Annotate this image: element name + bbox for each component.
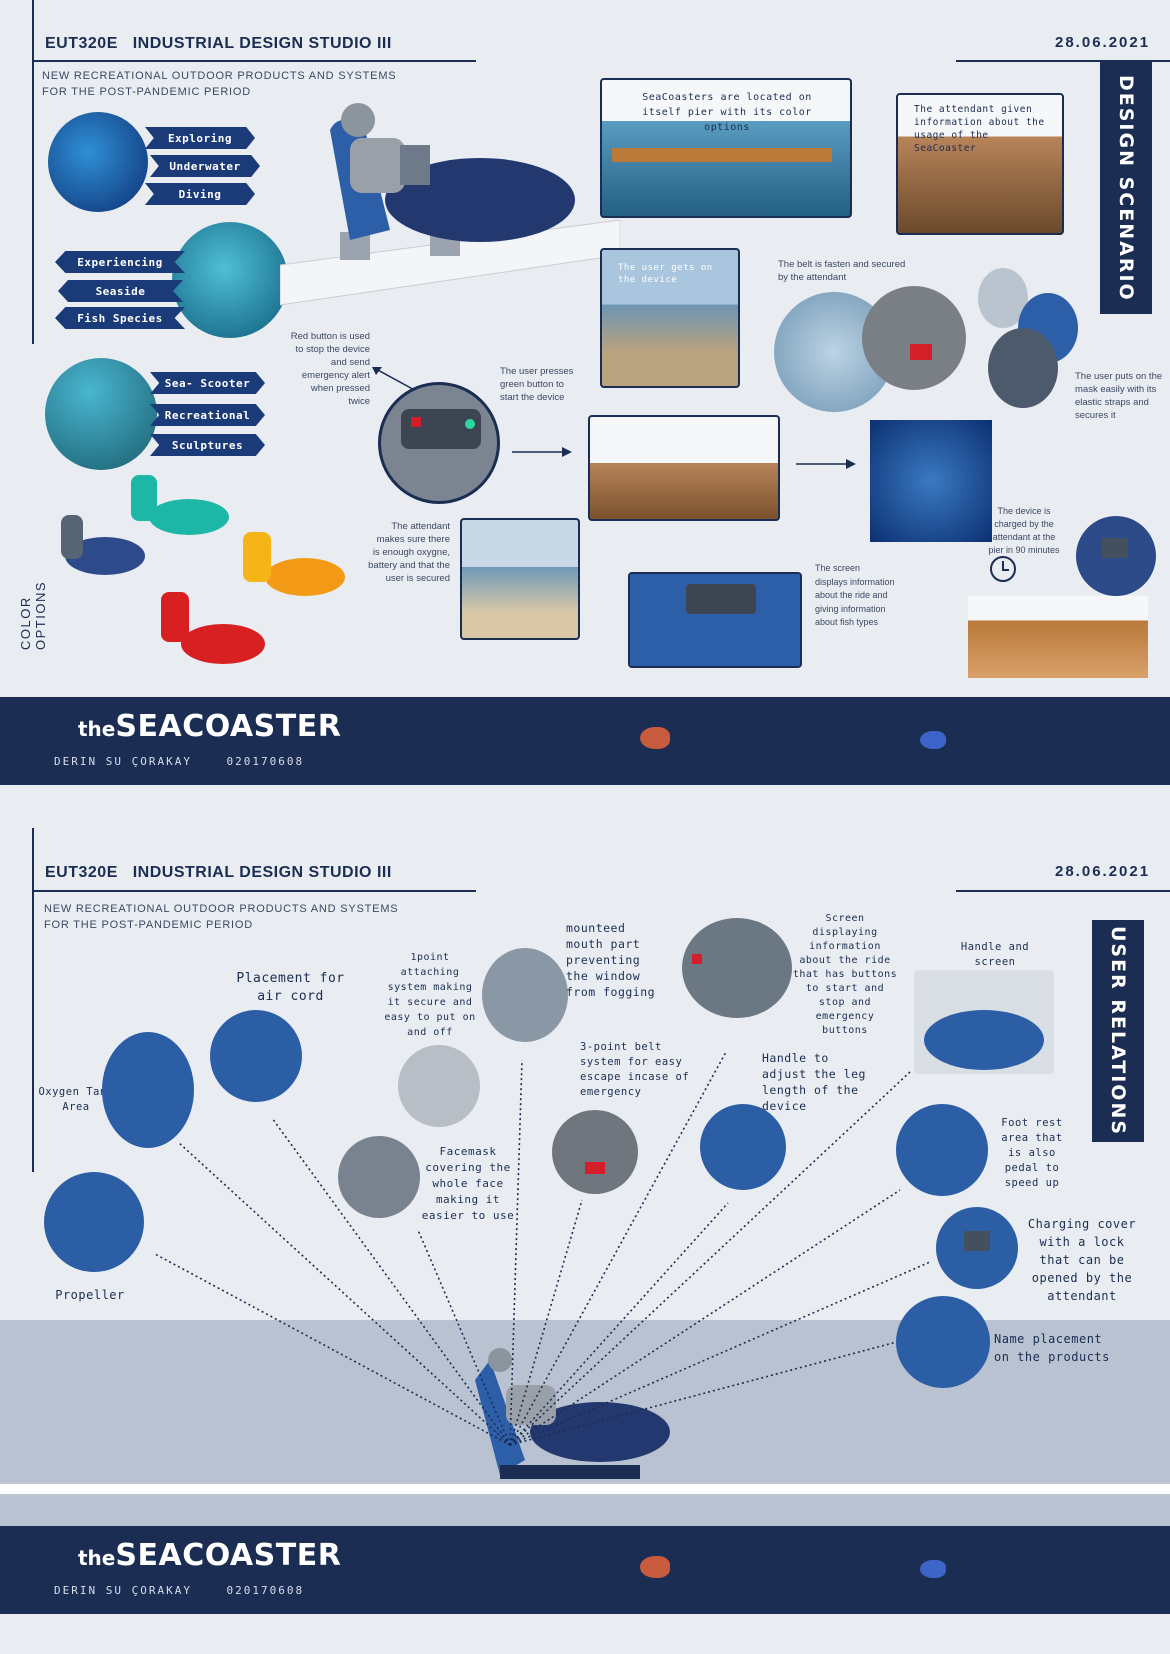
subtitle-bottom: NEW RECREATIONAL OUTDOOR PRODUCTS AND SY… [44,903,399,931]
color-option-orange[interactable] [235,528,345,608]
clock-icon [990,556,1016,582]
label-air-cord: Placement for air cord [236,971,345,1004]
note-green-button: The user presses green button to start t… [500,366,574,403]
label-belt: 3-point belt system for easy escape inca… [580,1041,690,1098]
sculptures-photo [45,358,157,470]
handle-screen-render [914,970,1054,1074]
note-belt: The belt is fasten and secured by the at… [778,259,906,283]
label-propeller: Propeller [55,1288,125,1302]
design-scenario-title: DESIGN SCENARIO [1100,62,1152,314]
label-screen: Screen displaying information about the … [792,913,898,1036]
tag-fish-species: Fish Species [55,307,185,329]
name-placement-detail [896,1296,990,1388]
arrow-1 [512,447,572,457]
label-mouth: mounteed mouth part preventing the windo… [566,921,656,999]
color-option-red[interactable] [155,588,265,668]
belt-photo-2 [862,286,966,390]
screen-photo [628,572,802,668]
user-relations-title: USER RELATIONS [1092,920,1144,1142]
tag-diving: Diving [145,183,255,205]
bottom-banner: theSEACOASTER DERIN SU ÇORAKAY 020170608 [0,1526,1170,1614]
air-cord-detail [210,1010,302,1102]
seacoaster-render [280,103,620,306]
turtle-photo [172,222,288,338]
tag-sea-scooter: Sea- Scooter [150,372,265,394]
headset-detail [398,1045,480,1127]
attendant-check-photo [460,518,580,640]
screen-detail [682,918,792,1018]
diving-photo [48,112,148,212]
note-red-button: Red button is used to stop the device an… [290,331,370,407]
charging-cover-detail [936,1207,1018,1289]
tag-seaside: Seaside [58,280,183,302]
label-handle-screen: Handle and screen [960,941,1030,968]
label-foot: Foot rest area that is also pedal to spe… [1001,1117,1063,1189]
label-handle-leg: Handle to adjust the leg length of the d… [762,1051,866,1113]
tag-recreational: Recreational [150,404,265,426]
tag-sculptures: Sculptures [150,434,265,456]
note-attendant-check: The attendant makes sure there is enough… [368,521,450,584]
user-gets-on-photo: The user gets on the device [600,248,740,388]
tag-exploring: Exploring [145,127,255,149]
track-rail [0,1482,1170,1496]
top-banner: theSEACOASTER DERIN SU ÇORAKAY 020170608 [0,697,1170,785]
date: 28.06.2021 [1055,34,1151,51]
color-option-teal[interactable] [125,475,235,545]
label-attaching: 1point attaching system making it secure… [384,952,476,1038]
ride-start-photo [588,415,780,521]
foot-rest-detail [896,1104,988,1196]
mouth-part-detail [482,948,568,1042]
belt-detail [552,1110,638,1194]
charging-pier-photo [968,596,1148,678]
pier-photo: SeaCoasters are located on itself pier w… [600,78,852,218]
handle-leg-detail [700,1104,786,1190]
date-bottom: 28.06.2021 [1055,863,1151,880]
tag-experiencing: Experiencing [55,251,185,273]
arrow-2 [796,459,856,469]
facemask-detail [338,1136,420,1218]
label-name-placement: Name placement on the products [994,1332,1110,1364]
color-option-blue[interactable] [55,515,145,585]
seacoaster-render-bottom [475,1348,670,1479]
note-charged: The device is charged by the attendant a… [988,506,1060,555]
tag-underwater: Underwater [150,155,260,177]
label-oxygen: Oxygen Tank Area [38,1086,114,1113]
attendant-info-photo: The attendant given information about th… [896,93,1064,235]
note-mask: The user puts on the mask easily with it… [1075,371,1163,421]
subtitle: NEW RECREATIONAL OUTDOOR PRODUCTS AND SY… [42,70,397,98]
propeller-detail [44,1172,144,1272]
note-screen: The screen displays information about th… [815,563,895,627]
label-charging: Charging cover with a lock that can be o… [1027,1217,1137,1303]
oxygen-tank-detail [102,1032,194,1148]
course-code: EUT320E INDUSTRIAL DESIGN STUDIO III [45,35,392,52]
control-panel-photo [378,382,500,504]
course-code-bottom: EUT320E INDUSTRIAL DESIGN STUDIO III [45,864,392,881]
label-facemask: Facemask covering the whole face making … [421,1145,515,1222]
underwater-view-photo [870,420,992,542]
charging-cover-photo [1076,516,1156,596]
mask-render [968,268,1088,418]
